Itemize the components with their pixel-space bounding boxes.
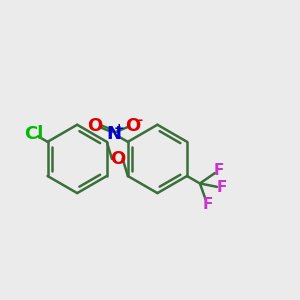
- Text: Cl: Cl: [24, 125, 43, 143]
- Text: N: N: [106, 125, 121, 143]
- Text: +: +: [114, 122, 124, 135]
- Text: O: O: [87, 117, 102, 135]
- Text: O: O: [110, 150, 125, 168]
- Text: F: F: [202, 197, 212, 212]
- Text: F: F: [214, 163, 224, 178]
- Text: O: O: [125, 117, 141, 135]
- Text: -: -: [137, 114, 142, 128]
- Text: F: F: [217, 180, 227, 195]
